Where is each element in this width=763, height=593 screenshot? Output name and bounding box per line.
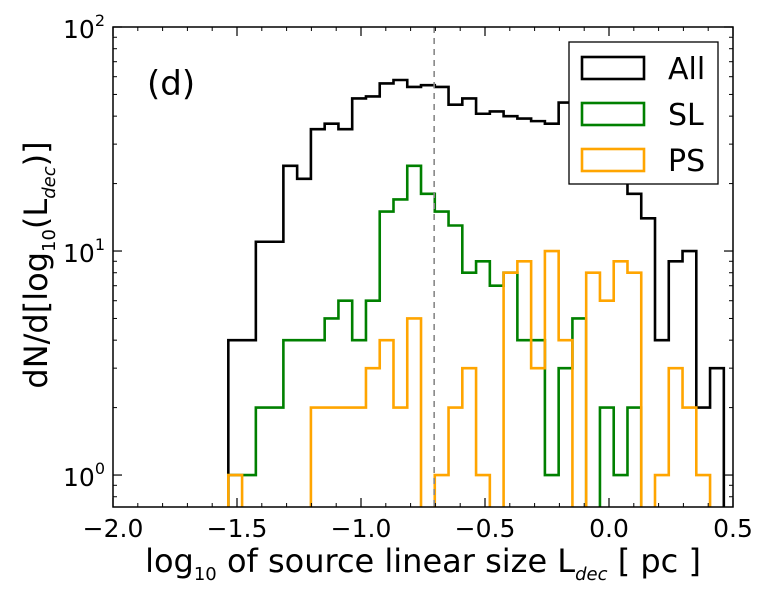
y-tick-label: 101	[63, 235, 105, 268]
y-axis-label-sub: 10	[39, 229, 60, 252]
y-tick-label: 102	[63, 11, 105, 44]
y-axis-label-mid: (L	[17, 199, 55, 229]
legend-swatch-sl	[580, 101, 646, 127]
x-tick-label: 0.5	[713, 514, 753, 543]
x-axis-label-log: log	[145, 542, 194, 580]
series-sl-step	[227, 164, 643, 507]
legend-label-sl: SL	[668, 98, 704, 133]
x-axis-label-sub2: dec	[575, 564, 608, 585]
y-axis-label-main: dN/d[log	[17, 252, 55, 389]
legend-swatch-ps	[580, 147, 646, 173]
ticks-layer: −2.0 −1.5 −1.0 −0.5 0.0 0.5 100 101 102	[63, 11, 753, 543]
panel-label: (d)	[147, 64, 195, 104]
series-layer	[227, 78, 726, 507]
x-tick-label: −2.0	[83, 514, 144, 543]
x-axis-label: log10 of source linear size Ldec [ pc ]	[145, 542, 701, 585]
x-tick-label: −0.5	[455, 514, 516, 543]
legend: All SL PS	[568, 41, 719, 185]
y-axis-label-sub2: dec	[39, 166, 60, 199]
legend-label-ps: PS	[668, 144, 705, 179]
legend-label-all: All	[668, 52, 705, 87]
series-ps-step	[227, 249, 712, 507]
y-tick-label: 100	[63, 459, 105, 492]
y-axis-label-tail: )]	[17, 141, 55, 166]
x-tick-label: 0.0	[589, 514, 629, 543]
plot-frame	[112, 26, 734, 508]
x-axis-label-text: of source linear size L	[217, 542, 576, 580]
x-tick-label: −1.0	[331, 514, 392, 543]
y-axis-label: dN/d[log10(Ldec)]	[17, 141, 60, 388]
series-all-step	[227, 78, 726, 507]
x-axis-label-sub: 10	[194, 564, 217, 585]
x-axis-label-unit: [ pc ]	[608, 542, 701, 580]
x-tick-label: −1.5	[207, 514, 268, 543]
legend-swatch-all	[580, 55, 646, 81]
